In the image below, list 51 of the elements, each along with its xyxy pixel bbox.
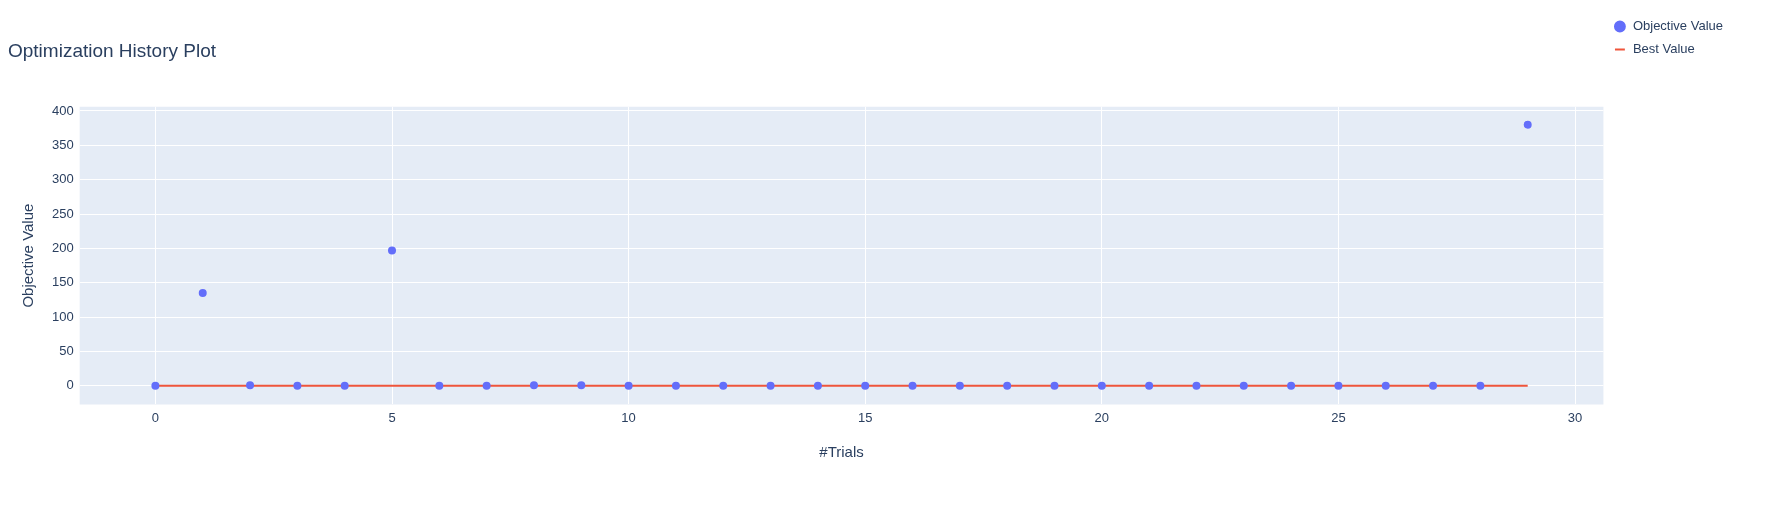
point <box>813 381 822 390</box>
point <box>529 381 538 390</box>
point <box>1523 120 1532 129</box>
point <box>482 381 491 390</box>
point <box>577 381 586 390</box>
y-tick-label: 50 <box>59 343 74 359</box>
y-tick-label: 100 <box>51 308 74 324</box>
y-tick-label: 250 <box>51 205 74 221</box>
point <box>1287 381 1296 390</box>
y-tick-label: 0 <box>66 377 74 393</box>
point <box>624 381 633 390</box>
point <box>908 381 917 390</box>
x-tick-label: 15 <box>857 409 873 425</box>
y-tick-label: 350 <box>51 136 74 152</box>
point <box>246 381 255 390</box>
point <box>1050 381 1059 390</box>
y-axis-title: Objective Value <box>19 203 37 308</box>
point <box>151 381 160 390</box>
point <box>198 289 207 298</box>
legend-label: Objective Value <box>1632 18 1724 34</box>
point <box>1097 381 1106 390</box>
x-tick-label: 10 <box>621 409 636 425</box>
point <box>719 381 728 390</box>
point <box>1239 381 1248 390</box>
y-tick-label: 200 <box>51 239 74 255</box>
point <box>671 381 680 390</box>
point <box>1145 381 1154 390</box>
point <box>388 246 397 255</box>
point <box>1192 381 1201 390</box>
x-tick-label: 25 <box>1331 409 1346 425</box>
point <box>340 381 349 390</box>
point <box>1476 381 1485 390</box>
x-tick-label: 5 <box>388 409 396 425</box>
point <box>766 381 775 390</box>
point <box>1334 381 1343 390</box>
chart-title: Optimization History Plot <box>8 39 217 61</box>
y-tick-label: 300 <box>51 171 74 187</box>
point <box>955 381 964 390</box>
point <box>861 381 870 390</box>
y-tick-label: 400 <box>51 102 74 118</box>
point <box>293 381 302 390</box>
x-tick-label: 30 <box>1567 409 1583 425</box>
x-tick-label: 20 <box>1094 409 1110 425</box>
x-tick-label: 0 <box>151 409 160 425</box>
y-tick-label: 150 <box>51 274 74 290</box>
legend-label: Best Value <box>1632 41 1695 57</box>
point <box>435 381 444 390</box>
point <box>1003 381 1012 390</box>
point <box>1381 381 1390 390</box>
x-axis-title: #Trials <box>819 443 864 461</box>
point <box>1429 381 1438 390</box>
